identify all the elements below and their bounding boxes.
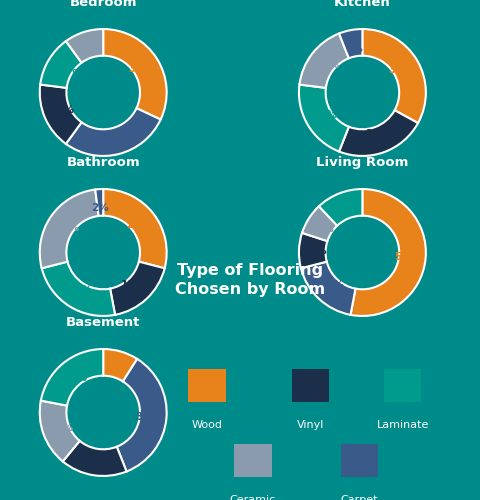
Wedge shape — [95, 189, 103, 216]
Text: 33%: 33% — [388, 65, 413, 75]
Wedge shape — [40, 84, 82, 144]
Wedge shape — [103, 349, 137, 382]
Wedge shape — [103, 29, 167, 120]
Text: Laminate: Laminate — [376, 420, 429, 430]
Text: 17%: 17% — [315, 60, 340, 70]
Text: 22%: 22% — [62, 374, 87, 384]
FancyBboxPatch shape — [292, 369, 329, 402]
Title: Bedroom: Bedroom — [70, 0, 137, 9]
Text: 17%: 17% — [84, 452, 109, 462]
Text: 2%: 2% — [92, 203, 109, 213]
Text: 17%: 17% — [50, 105, 75, 115]
Wedge shape — [350, 189, 426, 316]
Text: Vinyl: Vinyl — [297, 420, 324, 430]
Wedge shape — [299, 233, 327, 268]
Wedge shape — [63, 441, 127, 476]
Text: Type of Flooring
Chosen by Room: Type of Flooring Chosen by Room — [175, 262, 324, 298]
Text: 10%: 10% — [77, 46, 102, 56]
Wedge shape — [339, 29, 362, 58]
Wedge shape — [40, 41, 82, 88]
Wedge shape — [103, 189, 167, 268]
Text: 21%: 21% — [312, 110, 336, 120]
Wedge shape — [319, 189, 362, 226]
FancyBboxPatch shape — [384, 369, 421, 402]
Text: 9%: 9% — [309, 246, 327, 256]
Wedge shape — [117, 359, 167, 472]
Wedge shape — [301, 262, 356, 315]
Text: Ceramic: Ceramic — [230, 495, 276, 500]
Text: 9%: 9% — [107, 365, 124, 375]
Text: 13%: 13% — [52, 65, 77, 75]
Text: 18%: 18% — [320, 280, 345, 290]
Text: 53%: 53% — [394, 252, 419, 262]
Text: 29%: 29% — [126, 220, 151, 230]
Text: 28%: 28% — [102, 130, 127, 140]
Text: 35%: 35% — [135, 412, 160, 422]
FancyBboxPatch shape — [341, 444, 378, 477]
Wedge shape — [40, 400, 80, 462]
Wedge shape — [339, 110, 418, 156]
Text: 24%: 24% — [67, 285, 92, 295]
Text: 8%: 8% — [316, 224, 334, 234]
Text: Carpet: Carpet — [341, 495, 378, 500]
Text: 27%: 27% — [54, 222, 79, 232]
Text: 17%: 17% — [49, 422, 74, 432]
Title: Living Room: Living Room — [316, 156, 408, 169]
FancyBboxPatch shape — [188, 369, 226, 402]
Title: Basement: Basement — [66, 316, 140, 329]
Wedge shape — [42, 262, 115, 316]
Wedge shape — [300, 34, 349, 88]
FancyBboxPatch shape — [234, 444, 272, 477]
Text: 6%: 6% — [345, 44, 363, 54]
Title: Bathroom: Bathroom — [66, 156, 140, 169]
Title: Kitchen: Kitchen — [334, 0, 391, 9]
Text: 23%: 23% — [365, 130, 390, 140]
Text: 18%: 18% — [121, 280, 146, 290]
Wedge shape — [41, 349, 103, 406]
Wedge shape — [362, 29, 426, 123]
Text: Wood: Wood — [192, 420, 222, 430]
Wedge shape — [299, 84, 349, 152]
Wedge shape — [66, 108, 161, 156]
Wedge shape — [302, 206, 337, 241]
Wedge shape — [40, 190, 98, 268]
Text: 12%: 12% — [334, 206, 359, 216]
Text: 32%: 32% — [128, 64, 153, 74]
Wedge shape — [66, 29, 103, 62]
Wedge shape — [110, 262, 165, 315]
